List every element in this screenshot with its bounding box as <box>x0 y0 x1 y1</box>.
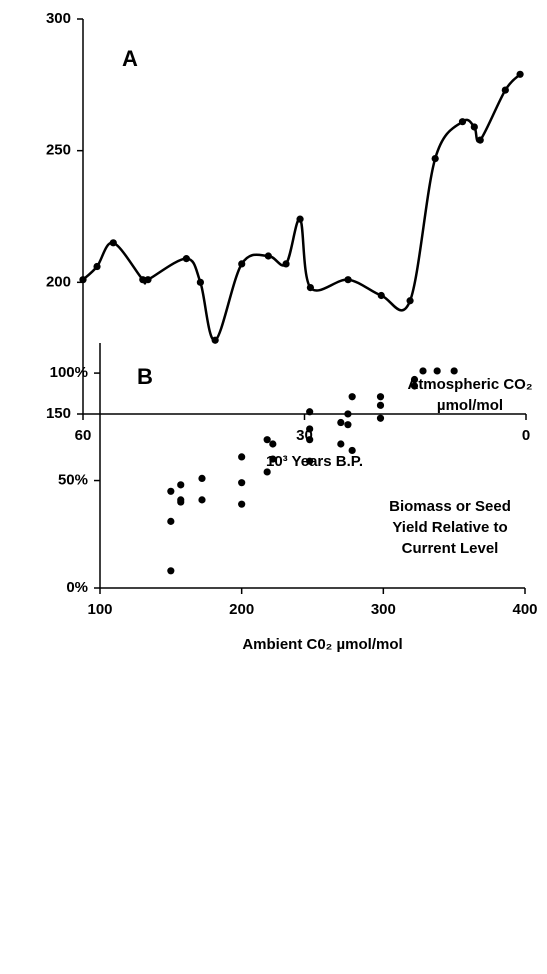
data-point <box>306 457 314 465</box>
y-tick-label: 100% <box>50 364 88 381</box>
x-tick-label: 100 <box>87 601 112 618</box>
data-point <box>144 276 152 284</box>
data-point <box>93 262 101 271</box>
data-point <box>109 239 117 247</box>
data-point <box>182 255 190 263</box>
x-axis-label: 10³ Years B.P. <box>266 453 363 470</box>
data-point <box>198 474 206 482</box>
data-point <box>269 440 277 448</box>
data-point <box>501 86 509 94</box>
annotation: Biomass or Seed <box>389 498 511 515</box>
y-tick-label: 200 <box>46 273 71 290</box>
data-point <box>167 517 175 525</box>
data-point <box>211 336 219 344</box>
data-point <box>337 440 345 448</box>
co2-line <box>82 73 522 342</box>
x-tick-label: 300 <box>371 601 396 618</box>
data-point <box>376 393 385 401</box>
panel-label: B <box>137 364 153 389</box>
data-point <box>306 408 314 416</box>
data-point <box>470 123 478 131</box>
panel-label: A <box>122 46 138 71</box>
data-point <box>167 487 175 495</box>
data-point <box>348 446 356 455</box>
data-point <box>476 136 484 144</box>
annotation: µmol/mol <box>437 397 503 414</box>
data-point <box>263 468 271 476</box>
data-point <box>337 418 345 427</box>
data-point <box>377 291 385 300</box>
y-tick-label: 0% <box>66 579 88 596</box>
data-point <box>263 436 271 444</box>
data-point <box>238 500 246 508</box>
x-axis-label: Ambient C0₂ µmol/mol <box>242 636 402 653</box>
data-point <box>344 276 352 284</box>
annotation: Current Level <box>402 540 499 557</box>
data-point <box>410 382 419 390</box>
data-point <box>344 421 352 429</box>
y-tick-label: 250 <box>46 142 71 159</box>
data-point <box>177 481 185 489</box>
data-point <box>139 276 147 284</box>
data-point <box>458 118 467 126</box>
data-point <box>348 393 356 401</box>
data-point <box>79 276 87 284</box>
data-point <box>306 425 314 433</box>
data-point <box>177 498 185 506</box>
data-point <box>238 479 246 487</box>
data-point <box>282 260 290 268</box>
y-tick-label: 50% <box>58 472 88 489</box>
data-point <box>433 367 441 375</box>
data-point <box>406 297 414 305</box>
annotation: Atmospheric CO₂ <box>407 376 532 393</box>
data-point <box>264 252 272 260</box>
y-tick-label: 150 <box>46 405 71 422</box>
annotation: Yield Relative to <box>392 519 507 536</box>
data-point <box>376 401 385 409</box>
data-point <box>410 375 419 384</box>
data-point <box>167 567 175 575</box>
data-point <box>269 455 277 463</box>
data-point <box>238 260 246 268</box>
data-point <box>238 453 246 461</box>
data-point <box>306 284 315 292</box>
data-point <box>198 496 206 504</box>
data-point <box>296 215 304 223</box>
data-point <box>516 70 524 78</box>
y-tick-label: 300 <box>46 10 71 27</box>
x-tick-label: 60 <box>75 427 92 444</box>
data-point <box>431 154 439 163</box>
data-point <box>376 414 385 422</box>
data-point <box>344 410 352 418</box>
data-point <box>306 436 314 444</box>
data-point <box>196 278 204 286</box>
x-tick-label: 200 <box>229 601 254 618</box>
data-point <box>450 367 458 375</box>
x-tick-label: 400 <box>512 601 537 618</box>
x-tick-label: 0 <box>522 427 530 444</box>
data-point <box>419 367 427 375</box>
